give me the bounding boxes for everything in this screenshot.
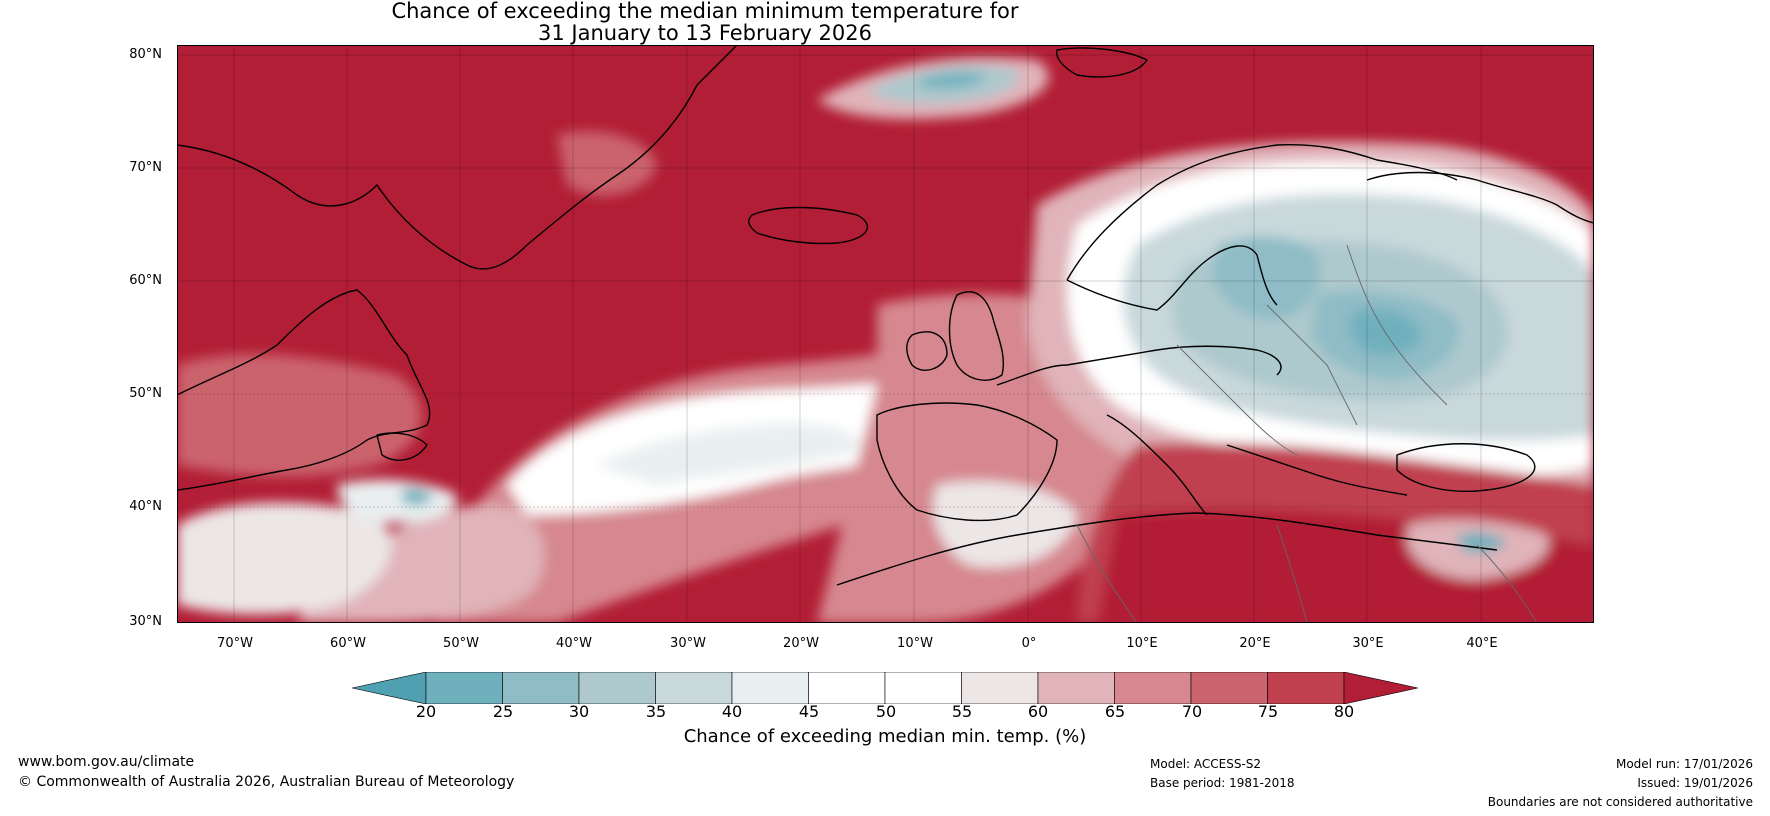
colorbar-tick-50: 50 <box>875 702 897 721</box>
lon-label-40w: 40°W <box>556 636 592 651</box>
svalbard-coast <box>1055 47 1148 78</box>
labrador-pink <box>177 354 422 477</box>
colorbar-tick-20: 20 <box>415 702 437 721</box>
kola-coast <box>1366 171 1594 224</box>
border-3 <box>1346 244 1448 406</box>
labrador-coast <box>177 289 431 491</box>
colorbar-tick-80: 80 <box>1333 702 1355 721</box>
lon-label-30w: 30°W <box>670 636 706 651</box>
atlantic-band-paleblue <box>597 423 859 485</box>
baltic-teal <box>1350 308 1422 355</box>
iceland-coast <box>748 206 869 245</box>
colorbar-segment <box>1190 672 1268 704</box>
colorbar-segment <box>1114 672 1192 704</box>
lon-label-0: 0° <box>1021 636 1037 651</box>
greenland-coast <box>177 45 738 270</box>
boundaries-note: Boundaries are not considered authoritat… <box>1487 795 1753 809</box>
colorbar-tick-25: 25 <box>492 702 514 721</box>
contour-fills <box>177 56 1594 623</box>
colorbar-tick-70: 70 <box>1181 702 1203 721</box>
border-2 <box>1266 304 1358 426</box>
probability-map <box>177 45 1594 623</box>
lon-label-40e: 40°E <box>1466 636 1498 651</box>
base-period-text: Base period: 1981-2018 <box>1150 776 1295 790</box>
lat-label-40n: 40°N <box>129 499 162 514</box>
black-sea-coast <box>1396 443 1536 492</box>
iberia-white <box>933 481 1077 568</box>
colorbar-segment <box>808 672 886 704</box>
colorbar-tick-55: 55 <box>951 702 973 721</box>
colorbar-extend-low <box>352 672 427 704</box>
lon-label-10e: 10°E <box>1126 636 1158 651</box>
nwatlantic-teal <box>402 488 432 506</box>
coastlines <box>177 45 1594 586</box>
italy-coast <box>1106 414 1208 516</box>
barents-teal <box>917 72 987 89</box>
colorbar-segment <box>1037 672 1115 704</box>
europe-mainland-coast <box>996 345 1282 386</box>
colorbar-tick-75: 75 <box>1257 702 1279 721</box>
lon-label-20e: 20°E <box>1239 636 1271 651</box>
borders <box>1076 244 1538 623</box>
colorbar-segment <box>425 672 503 704</box>
lon-label-30e: 30°E <box>1352 636 1384 651</box>
map-title-line-2: 31 January to 13 February 2026 <box>537 21 872 45</box>
copyright-text: © Commonwealth of Australia 2026, Austra… <box>18 774 515 790</box>
lat-label-80n: 80°N <box>129 47 162 62</box>
colorbar-segment <box>731 672 809 704</box>
lat-label-60n: 60°N <box>129 273 162 288</box>
newfoundland-coast <box>376 432 428 461</box>
balkans-coast <box>1226 444 1408 496</box>
nwatlantic-pale <box>337 479 457 524</box>
lon-label-20w: 20°W <box>783 636 819 651</box>
issued-text: Issued: 19/01/2026 <box>1637 776 1753 790</box>
lat-label-30n: 30°N <box>129 614 162 629</box>
website-link[interactable]: www.bom.gov.au/climate <box>18 754 195 770</box>
colorbar-segment <box>502 672 580 704</box>
colorbar-tick-40: 40 <box>721 702 743 721</box>
colorbar-segment <box>1267 672 1345 704</box>
colorbar-extend-high <box>1343 672 1418 704</box>
iberia-coast <box>876 402 1058 522</box>
border-4 <box>1076 524 1138 623</box>
lon-label-70w: 70°W <box>217 636 253 651</box>
colorbar-segment <box>578 672 656 704</box>
scandinavia-south <box>1066 245 1278 311</box>
lon-label-10w: 10°W <box>897 636 933 651</box>
colorbar-segment <box>961 672 1039 704</box>
border-1 <box>1176 344 1298 456</box>
scandinavia-blue <box>1212 236 1320 320</box>
colorbar-label: Chance of exceeding median min. temp. (%… <box>683 726 1087 747</box>
border-5 <box>1276 524 1308 623</box>
lat-label-50n: 50°N <box>129 386 162 401</box>
great-britain-coast <box>948 291 1004 381</box>
model-text: Model: ACCESS-S2 <box>1150 757 1262 771</box>
colorbar-segment <box>884 672 962 704</box>
mid-atlantic-pink <box>557 131 657 196</box>
colorbar-tick-30: 30 <box>568 702 590 721</box>
anatolia-teal <box>1457 532 1507 553</box>
colorbar-tick-35: 35 <box>645 702 667 721</box>
north-africa-coast <box>836 512 1498 586</box>
border-6 <box>1476 544 1538 623</box>
subtropical-white <box>177 502 392 615</box>
ireland-coast <box>906 331 948 371</box>
lon-label-50w: 50°W <box>443 636 479 651</box>
model-run-text: Model run: 17/01/2026 <box>1615 757 1753 771</box>
lon-label-60w: 60°W <box>330 636 366 651</box>
norway-coast <box>1066 143 1458 281</box>
colorbar-tick-60: 60 <box>1027 702 1049 721</box>
colorbar-tick-65: 65 <box>1104 702 1126 721</box>
map-title-line-1: Chance of exceeding the median minimum t… <box>391 0 1019 23</box>
colorbar-tick-45: 45 <box>798 702 820 721</box>
colorbar <box>352 672 1418 704</box>
lat-label-70n: 70°N <box>129 160 162 175</box>
graticule <box>177 45 1594 623</box>
colorbar-segment <box>655 672 733 704</box>
